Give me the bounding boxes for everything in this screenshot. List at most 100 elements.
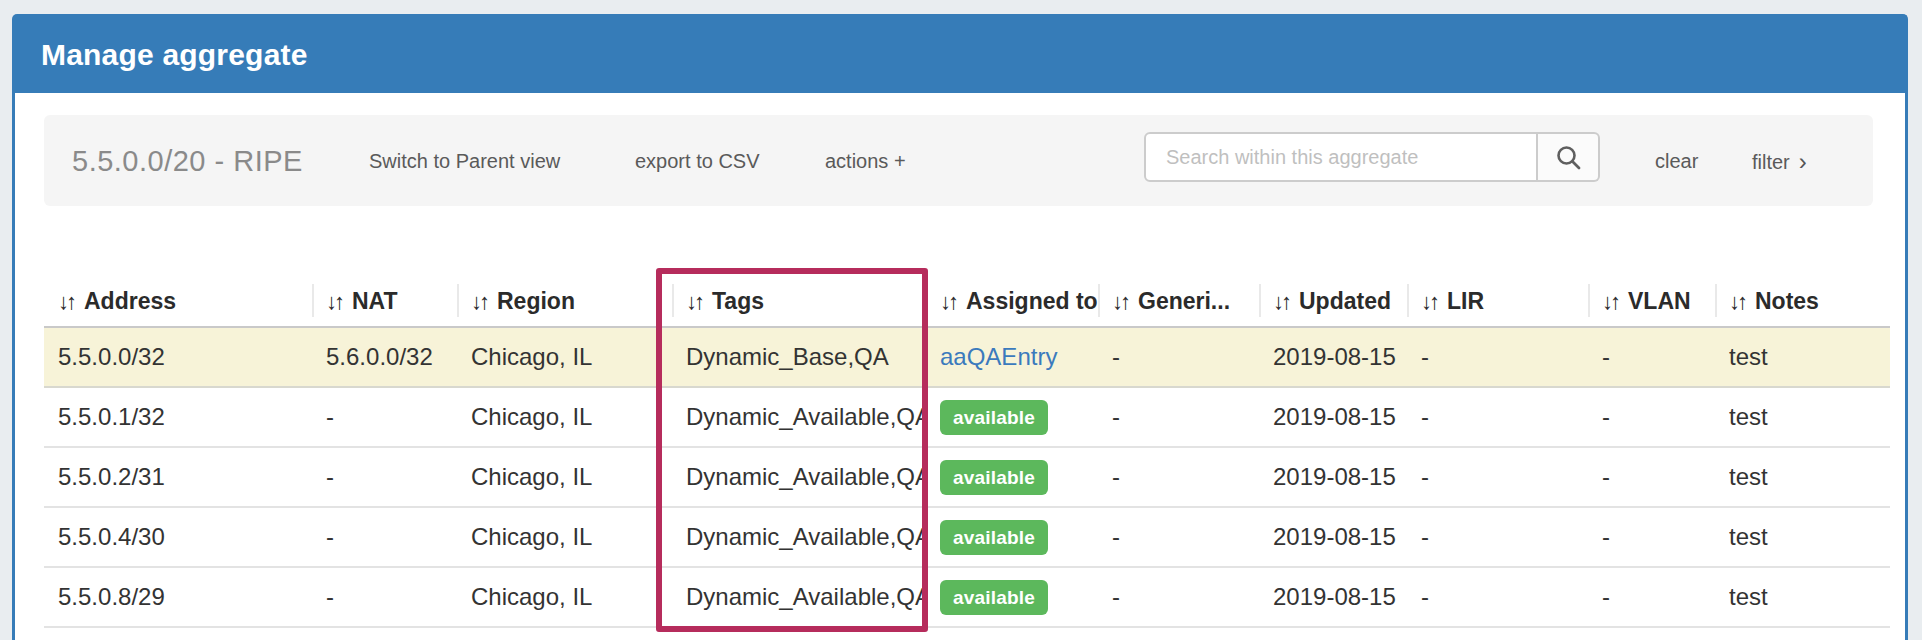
availability-badge: available xyxy=(940,460,1048,495)
column-label: Region xyxy=(497,288,575,314)
table-row[interactable]: 5.5.0.8/29 - Chicago, IL Dynamic_Availab… xyxy=(44,567,1890,627)
cell-address: 5.5.0.4/30 xyxy=(44,507,312,567)
cell-tags: Dynamic_Base,QA xyxy=(672,327,926,387)
sort-icon: ↓↑ xyxy=(326,289,342,315)
page-title: Manage aggregate xyxy=(41,38,308,72)
column-header-assigned-to[interactable]: ↓↑ Assigned to xyxy=(926,277,1098,327)
cell-assigned-to: aaQAEntry xyxy=(926,327,1098,387)
column-label: LIR xyxy=(1447,288,1484,314)
cell-tags: Dynamic_Available,QA xyxy=(672,387,926,447)
cell-region: Chicago, IL xyxy=(457,447,672,507)
column-header-tags[interactable]: ↓↑ Tags xyxy=(672,277,926,327)
cell-address: 5.5.0.8/29 xyxy=(44,567,312,627)
search-icon xyxy=(1555,144,1582,171)
search-input[interactable] xyxy=(1144,132,1538,182)
cell-region: Chicago, IL xyxy=(457,327,672,387)
cell-lir: - xyxy=(1407,387,1588,447)
actions-menu-button[interactable]: actions + xyxy=(825,149,906,172)
cell-assigned-to: available xyxy=(926,507,1098,567)
availability-badge: available xyxy=(940,520,1048,555)
cell-vlan: - xyxy=(1588,387,1715,447)
cell-address: 5.5.0.1/32 xyxy=(44,387,312,447)
sort-icon: ↓↑ xyxy=(1112,289,1128,315)
chevron-right-icon: › xyxy=(1799,148,1807,175)
cell-generic: - xyxy=(1098,447,1259,507)
column-header-lir[interactable]: ↓↑ LIR xyxy=(1407,277,1588,327)
cell-lir: - xyxy=(1407,507,1588,567)
filter-link[interactable]: filter› xyxy=(1752,147,1807,175)
assigned-entry-link[interactable]: aaQAEntry xyxy=(940,343,1057,370)
cell-assigned-to: available xyxy=(926,387,1098,447)
cell-notes: test xyxy=(1715,507,1890,567)
search-group xyxy=(1144,132,1600,182)
column-header-nat[interactable]: ↓↑ NAT xyxy=(312,277,457,327)
cell-nat: - xyxy=(312,447,457,507)
aggregate-table: ↓↑Address ↓↑NAT ↓↑Region ↓↑Tags ↓↑Assign… xyxy=(44,277,1890,628)
cell-tags: Dynamic_Available,QA xyxy=(672,507,926,567)
sort-icon: ↓↑ xyxy=(686,289,702,315)
sort-icon: ↓↑ xyxy=(940,289,956,315)
column-header-vlan[interactable]: ↓↑ VLAN xyxy=(1588,277,1715,327)
cell-lir: - xyxy=(1407,447,1588,507)
cell-generic: - xyxy=(1098,327,1259,387)
cell-vlan: - xyxy=(1588,567,1715,627)
table-row[interactable]: 5.5.0.4/30 - Chicago, IL Dynamic_Availab… xyxy=(44,507,1890,567)
switch-to-parent-view-link[interactable]: Switch to Parent view xyxy=(369,149,560,172)
availability-badge: available xyxy=(940,580,1048,615)
search-button[interactable] xyxy=(1538,132,1600,182)
panel-header: Manage aggregate xyxy=(15,17,1905,93)
column-label: Assigned to xyxy=(966,288,1098,314)
sort-icon: ↓↑ xyxy=(1273,289,1289,315)
cell-assigned-to: available xyxy=(926,567,1098,627)
cell-tags: Dynamic_Available,QA xyxy=(672,447,926,507)
column-label: Tags xyxy=(712,288,764,314)
cell-generic: - xyxy=(1098,507,1259,567)
cell-address: 5.5.0.0/32 xyxy=(44,327,312,387)
availability-badge: available xyxy=(940,400,1048,435)
cell-notes: test xyxy=(1715,327,1890,387)
table-row[interactable]: 5.5.0.2/31 - Chicago, IL Dynamic_Availab… xyxy=(44,447,1890,507)
sort-icon: ↓↑ xyxy=(1602,289,1618,315)
cell-region: Chicago, IL xyxy=(457,387,672,447)
column-label: NAT xyxy=(352,288,398,314)
sort-icon: ↓↑ xyxy=(1421,289,1437,315)
column-header-notes[interactable]: ↓↑ Notes xyxy=(1715,277,1890,327)
aggregate-title: 5.5.0.0/20 - RIPE xyxy=(72,144,303,177)
cell-vlan: - xyxy=(1588,447,1715,507)
table-row[interactable]: 5.5.0.0/32 5.6.0.0/32 Chicago, IL Dynami… xyxy=(44,327,1890,387)
cell-notes: test xyxy=(1715,567,1890,627)
column-label: Updated xyxy=(1299,288,1391,314)
cell-generic: - xyxy=(1098,567,1259,627)
cell-lir: - xyxy=(1407,567,1588,627)
cell-lir: - xyxy=(1407,327,1588,387)
cell-updated: 2019-08-15 xyxy=(1259,507,1407,567)
column-header-address[interactable]: ↓↑ Address xyxy=(44,277,312,327)
cell-generic: - xyxy=(1098,387,1259,447)
cell-notes: test xyxy=(1715,447,1890,507)
clear-filter-link[interactable]: clear xyxy=(1655,149,1698,172)
column-header-generic[interactable]: ↓↑ Generi... xyxy=(1098,277,1259,327)
column-header-updated[interactable]: ↓↑ Updated xyxy=(1259,277,1407,327)
cell-updated: 2019-08-15 xyxy=(1259,387,1407,447)
cell-address: 5.5.0.2/31 xyxy=(44,447,312,507)
cell-nat: - xyxy=(312,387,457,447)
cell-region: Chicago, IL xyxy=(457,507,672,567)
cell-nat: - xyxy=(312,507,457,567)
column-label: Generi... xyxy=(1138,288,1230,314)
cell-updated: 2019-08-15 xyxy=(1259,447,1407,507)
sort-icon: ↓↑ xyxy=(58,289,74,315)
cell-updated: 2019-08-15 xyxy=(1259,327,1407,387)
export-to-csv-link[interactable]: export to CSV xyxy=(635,149,760,172)
cell-assigned-to: available xyxy=(926,447,1098,507)
cell-region: Chicago, IL xyxy=(457,567,672,627)
column-label: Address xyxy=(84,288,176,314)
column-header-region[interactable]: ↓↑Region xyxy=(457,277,672,327)
cell-nat: - xyxy=(312,567,457,627)
cell-notes: test xyxy=(1715,387,1890,447)
cell-updated: 2019-08-15 xyxy=(1259,567,1407,627)
table-row[interactable]: 5.5.0.1/32 - Chicago, IL Dynamic_Availab… xyxy=(44,387,1890,447)
cell-vlan: - xyxy=(1588,327,1715,387)
column-label: Notes xyxy=(1755,288,1819,314)
column-label: VLAN xyxy=(1628,288,1691,314)
sort-icon: ↓↑ xyxy=(1729,289,1745,315)
